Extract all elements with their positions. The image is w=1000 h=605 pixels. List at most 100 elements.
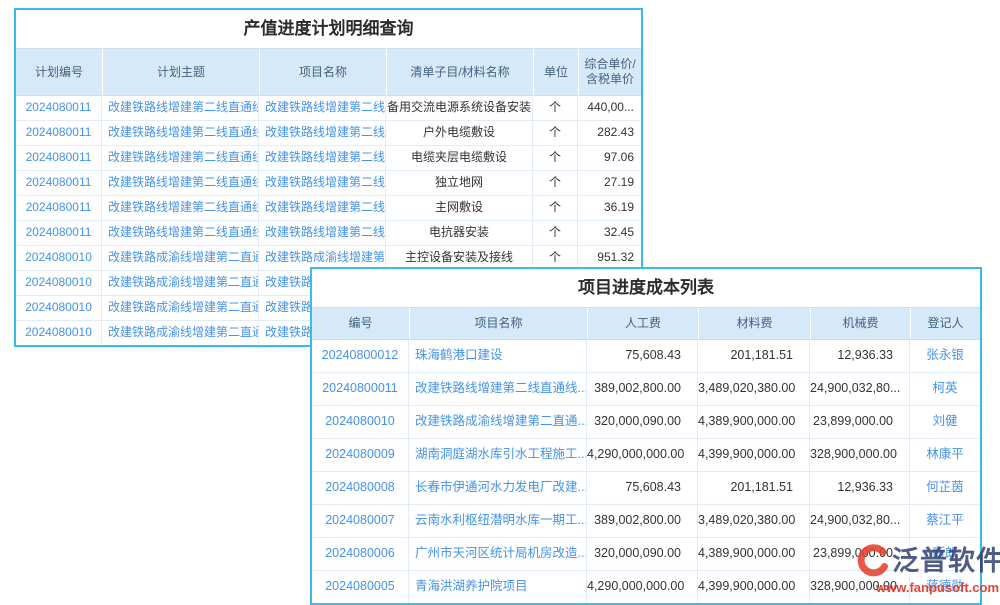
panel1-header-row: 计划编号 计划主题 项目名称 清单子目/材料名称 单位 综合单价/含税单价 xyxy=(16,48,641,96)
table-row: 2024080011 改建铁路线增建第二线直通线 改建铁路线增建第二线直通线 备… xyxy=(16,96,641,121)
cell-labor-cost: 75,608.43 xyxy=(587,472,698,504)
col-header-unit: 单位 xyxy=(533,49,578,95)
cell-id[interactable]: 20240800012 xyxy=(312,340,409,372)
cell-registrant[interactable]: 张永银 xyxy=(926,348,964,362)
table-row: 20240800011 改建铁路线增建第二线直通线... 389,002,800… xyxy=(312,373,980,406)
cell-plan-topic[interactable]: 改建铁路线增建第二线直通线 xyxy=(102,96,259,120)
cell-project[interactable]: 广州市天河区统计局机房改造... xyxy=(409,538,587,570)
cell-plan-topic[interactable]: 改建铁路成渝线增建第二直通 xyxy=(102,271,259,295)
cell-project-name[interactable]: 改建铁路线增建第二线直通线 xyxy=(259,146,386,170)
cell-plan-id[interactable]: 2024080010 xyxy=(16,321,102,345)
panel2-header-row: 编号 项目名称 人工费 材料费 机械费 登记人 xyxy=(312,307,980,340)
col-header-plan-topic: 计划主题 xyxy=(102,49,259,95)
cell-plan-id[interactable]: 2024080011 xyxy=(16,146,102,170)
cell-plan-id[interactable]: 2024080010 xyxy=(16,271,102,295)
cell-material-cost: 4,389,900,000.00 xyxy=(698,406,810,438)
cell-item-name: 户外电缆敷设 xyxy=(386,121,533,145)
cell-unit: 个 xyxy=(533,146,578,170)
cell-id[interactable]: 2024080007 xyxy=(312,505,409,537)
cell-id[interactable]: 20240800011 xyxy=(312,373,409,405)
cell-material-cost: 3,489,020,380.00 xyxy=(698,505,810,537)
cell-project-name[interactable]: 改建铁路成渝线增建第二直通 xyxy=(259,246,386,270)
cell-registrant[interactable]: 柯英 xyxy=(932,381,958,395)
table-row: 2024080007 云南水利枢纽潜明水库一期工... 389,002,800.… xyxy=(312,505,980,538)
cell-project[interactable]: 云南水利枢纽潜明水库一期工... xyxy=(409,505,587,537)
cell-plan-topic[interactable]: 改建铁路成渝线增建第二直通 xyxy=(102,246,259,270)
cell-material-cost: 201,181.51 xyxy=(698,340,810,372)
cell-unit-price: 282.43 xyxy=(597,125,634,139)
cell-material-cost: 4,389,900,000.00 xyxy=(698,538,810,570)
cell-project-name[interactable]: 改建铁路线增建第二线直通线 xyxy=(259,196,386,220)
cell-registrant[interactable]: 刘健 xyxy=(932,414,958,428)
cell-machine-cost: 12,936.33 xyxy=(810,472,910,504)
cell-project[interactable]: 长春市伊通河水力发电厂改建... xyxy=(409,472,587,504)
cell-project-name[interactable]: 改建铁路线增建第二线直通线 xyxy=(259,221,386,245)
table-row: 2024080010 改建铁路成渝线增建第二直通 改建铁路成渝线增建第二直通 主… xyxy=(16,246,641,271)
cell-plan-id[interactable]: 2024080011 xyxy=(16,96,102,120)
cell-plan-id[interactable]: 2024080011 xyxy=(16,221,102,245)
cell-registrant[interactable]: 断郎 xyxy=(932,546,958,560)
cell-id[interactable]: 2024080006 xyxy=(312,538,409,570)
col-header-project-name: 项目名称 xyxy=(259,49,386,95)
cell-plan-topic[interactable]: 改建铁路线增建第二线直通线 xyxy=(102,196,259,220)
col-header-id: 编号 xyxy=(348,316,373,330)
cell-project[interactable]: 湖南洞庭湖水库引水工程施工... xyxy=(409,439,587,471)
cell-labor-cost: 75,608.43 xyxy=(587,340,698,372)
cell-registrant[interactable]: 蔡江平 xyxy=(926,513,964,527)
cell-id[interactable]: 2024080010 xyxy=(312,406,409,438)
cell-project-name[interactable]: 改建铁路线增建第二线直通线 xyxy=(259,96,386,120)
cell-item-name: 备用交流电源系统设备安装 xyxy=(386,96,533,120)
table-row: 20240800012 珠海鹤港口建设 75,608.43 201,181.51… xyxy=(312,340,980,373)
cell-machine-cost: 24,900,032,80... xyxy=(810,373,910,405)
cell-machine-cost: 23,899,000.00 xyxy=(810,406,910,438)
table-row: 2024080011 改建铁路线增建第二线直通线 改建铁路线增建第二线直通线 户… xyxy=(16,121,641,146)
cell-plan-topic[interactable]: 改建铁路成渝线增建第二直通 xyxy=(102,296,259,320)
table-row: 2024080005 青海洪湖养护院项目 4,290,000,000.00 4,… xyxy=(312,571,980,603)
cell-item-name: 独立地网 xyxy=(386,171,533,195)
cell-plan-topic[interactable]: 改建铁路线增建第二线直通线 xyxy=(102,121,259,145)
cell-unit-price: 36.19 xyxy=(603,200,634,214)
cell-id[interactable]: 2024080009 xyxy=(312,439,409,471)
cell-plan-topic[interactable]: 改建铁路成渝线增建第二直通 xyxy=(102,321,259,345)
cell-material-cost: 201,181.51 xyxy=(698,472,810,504)
cell-plan-id[interactable]: 2024080010 xyxy=(16,246,102,270)
table-row: 2024080011 改建铁路线增建第二线直通线 改建铁路线增建第二线直通线 主… xyxy=(16,196,641,221)
cell-machine-cost: 23,899,000.00 xyxy=(810,538,910,570)
cell-registrant[interactable]: 何芷茵 xyxy=(926,480,964,494)
cell-plan-topic[interactable]: 改建铁路线增建第二线直通线 xyxy=(102,221,259,245)
cell-plan-topic[interactable]: 改建铁路线增建第二线直通线 xyxy=(102,171,259,195)
cell-labor-cost: 4,290,000,000.00 xyxy=(587,439,698,471)
col-header-plan-id: 计划编号 xyxy=(34,64,83,79)
cell-project[interactable]: 改建铁路成渝线增建第二直通... xyxy=(409,406,587,438)
col-header-registrant: 登记人 xyxy=(910,308,980,339)
cell-material-cost: 4,399,900,000.00 xyxy=(698,439,810,471)
cell-project[interactable]: 青海洪湖养护院项目 xyxy=(409,571,587,603)
cell-plan-id[interactable]: 2024080010 xyxy=(16,296,102,320)
cell-machine-cost: 328,900,000.00 xyxy=(810,439,910,471)
cell-plan-id[interactable]: 2024080011 xyxy=(16,196,102,220)
cell-registrant[interactable]: 林康平 xyxy=(926,447,964,461)
cell-registrant[interactable]: 蒋德勋 xyxy=(926,579,964,593)
cell-id[interactable]: 2024080008 xyxy=(312,472,409,504)
cell-material-cost: 3,489,020,380.00 xyxy=(698,373,810,405)
col-header-labor-cost: 人工费 xyxy=(587,308,698,339)
cell-project[interactable]: 珠海鹤港口建设 xyxy=(409,340,587,372)
table-row: 2024080008 长春市伊通河水力发电厂改建... 75,608.43 20… xyxy=(312,472,980,505)
cell-item-name: 电缆夹层电缆敷设 xyxy=(386,146,533,170)
cell-machine-cost: 328,900,000.00 xyxy=(810,571,910,603)
cell-unit-price: 32.45 xyxy=(603,225,634,239)
cell-project-name[interactable]: 改建铁路线增建第二线直通线 xyxy=(259,121,386,145)
cell-plan-id[interactable]: 2024080011 xyxy=(16,171,102,195)
cell-plan-id[interactable]: 2024080011 xyxy=(16,121,102,145)
cell-labor-cost: 320,000,090.00 xyxy=(587,538,698,570)
cell-material-cost: 4,399,900,000.00 xyxy=(698,571,810,603)
table-row: 2024080006 广州市天河区统计局机房改造... 320,000,090.… xyxy=(312,538,980,571)
cell-plan-topic[interactable]: 改建铁路线增建第二线直通线 xyxy=(102,146,259,170)
cell-id[interactable]: 2024080005 xyxy=(312,571,409,603)
cell-unit: 个 xyxy=(533,96,578,120)
cell-machine-cost: 12,936.33 xyxy=(810,340,910,372)
cell-project-name[interactable]: 改建铁路线增建第二线直通线 xyxy=(259,171,386,195)
table-row: 2024080011 改建铁路线增建第二线直通线 改建铁路线增建第二线直通线 电… xyxy=(16,221,641,246)
table-row: 2024080010 改建铁路成渝线增建第二直通... 320,000,090.… xyxy=(312,406,980,439)
cell-project[interactable]: 改建铁路线增建第二线直通线... xyxy=(409,373,587,405)
